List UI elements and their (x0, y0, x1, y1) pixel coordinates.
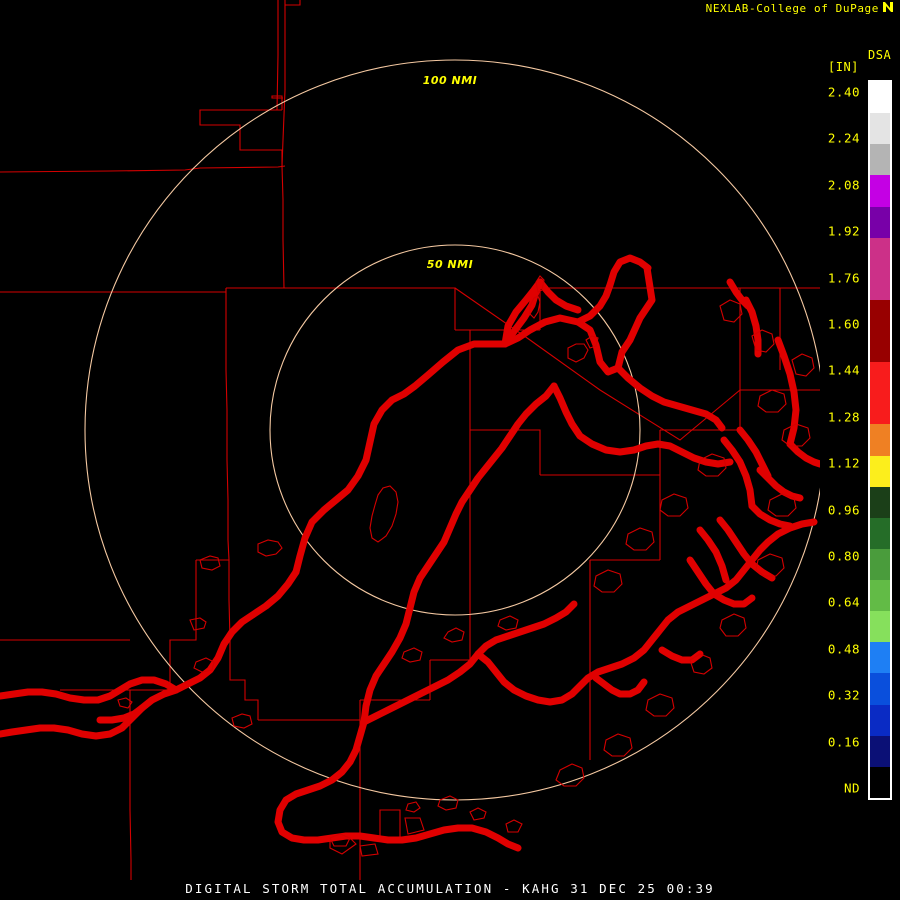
colorbar-swatch (870, 82, 890, 114)
colorbar-product-code: DSA (868, 48, 892, 62)
colorbar-swatch (870, 455, 890, 487)
colorbar-swatch (870, 735, 890, 767)
colorbar-tick-label: 0.64 (827, 594, 860, 610)
colorbar-tick-label: 0.48 (827, 641, 860, 657)
colorbar-tick-label: 2.24 (827, 130, 860, 146)
brand-header: NEXLAB-College of DuPage (706, 1, 894, 17)
colorbar-swatch (870, 611, 890, 643)
colorbar-swatch (870, 362, 890, 394)
colorbar-swatch (870, 486, 890, 518)
range-rings-layer (84, 59, 820, 801)
brand-label: NEXLAB-College of DuPage (705, 2, 879, 15)
range-ring-label-100nmi: 100 NMI (423, 74, 478, 87)
colorbar-swatch (870, 268, 890, 300)
colorbar-tick-label: 1.28 (827, 409, 860, 425)
colorbar-swatch (870, 424, 890, 456)
colorbar-swatch (870, 548, 890, 580)
colorbar-units-label: [IN] (828, 60, 859, 74)
coastline-detail-layer (117, 275, 815, 847)
colorbar-swatch (870, 299, 890, 331)
colorbar-swatch (870, 393, 890, 425)
colorbar-swatch (870, 673, 890, 705)
colorbar-tick-label: ND (843, 780, 860, 796)
radar-map-canvas[interactable]: 100 NMI 50 NMI (0, 0, 820, 880)
colorbar-swatch (870, 517, 890, 549)
radar-map-panel[interactable]: 100 NMI 50 NMI (0, 0, 820, 880)
product-title-bar: DIGITAL STORM TOTAL ACCUMULATION - KAHG … (185, 881, 715, 896)
colorbar-tick-label: 1.12 (827, 455, 860, 471)
colorbar-gradient-strip[interactable] (868, 80, 892, 800)
colorbar-swatch (870, 580, 890, 612)
colorbar-tick-label: 1.60 (827, 316, 860, 332)
ring-label-100-mask (415, 72, 485, 88)
map-background (0, 0, 820, 880)
colorbar-tick-labels: 2.40 2.24 2.08 1.92 1.76 1.60 1.44 1.28 1.12 0.96… (820, 80, 864, 800)
colorbar-tick-label: 2.40 (827, 84, 860, 100)
colorbar-tick-label: 0.32 (827, 687, 860, 703)
colorbar-swatch (870, 206, 890, 238)
range-ring-label-50nmi: 50 NMI (427, 258, 473, 271)
ring-label-50-mask (420, 256, 482, 272)
colorbar-tick-label: 2.08 (827, 177, 860, 193)
colorbar-swatch (870, 642, 890, 674)
colorbar-swatch (870, 144, 890, 176)
colorbar-tick-label: 1.92 (827, 223, 860, 239)
nexlab-logo-icon (882, 1, 894, 17)
colorbar-tick-label: 1.76 (827, 270, 860, 286)
colorbar-swatch (870, 113, 890, 145)
colorbar-swatch (870, 237, 890, 269)
colorbar-swatch (870, 331, 890, 363)
range-ring-100nmi (84, 59, 820, 801)
colorbar-swatch (870, 175, 890, 207)
colorbar-tick-label: 0.16 (827, 734, 860, 750)
colorbar-swatch (870, 704, 890, 736)
colorbar-panel: DSA [IN] 2.40 2.24 2.08 1.92 1.76 1.60 1.44 1.2… (820, 0, 900, 900)
colorbar-tick-label: 0.80 (827, 548, 860, 564)
colorbar-tick-label: 1.44 (827, 362, 860, 378)
colorbar-swatch (870, 766, 890, 798)
colorbar-tick-label: 0.96 (827, 502, 860, 518)
range-ring-50nmi (269, 244, 641, 616)
coastline-layer (0, 254, 820, 852)
